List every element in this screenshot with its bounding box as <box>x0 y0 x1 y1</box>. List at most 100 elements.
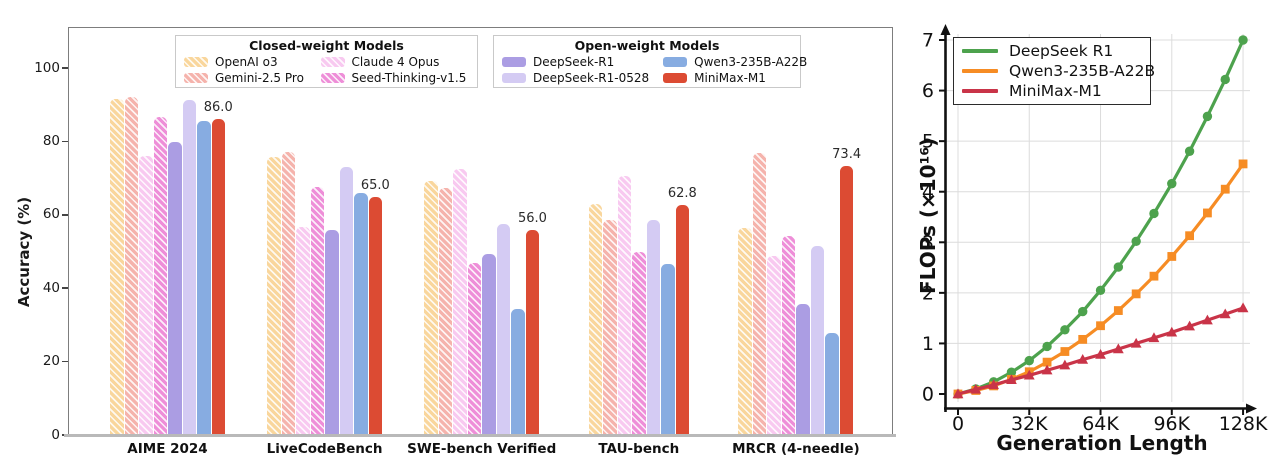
legend-label: Claude 4 Opus <box>351 55 440 69</box>
legend-label: Qwen3-235B-A22B <box>1009 62 1156 80</box>
legend-title: Closed-weight Models <box>249 38 404 53</box>
bar-deepseek-r1 <box>482 254 496 435</box>
swatch-icon <box>502 56 526 68</box>
circle-marker <box>1184 146 1195 156</box>
triangle-marker <box>1202 314 1213 325</box>
circle-marker <box>1042 341 1052 352</box>
circle-marker <box>1006 367 1017 377</box>
triangle-marker <box>1237 302 1249 313</box>
legend-label: MiniMax-M1 <box>1009 82 1102 100</box>
triangle-marker <box>952 388 964 399</box>
y-tick-label: 60 <box>42 206 60 223</box>
triangle-marker <box>1041 364 1053 375</box>
legend-label: OpenAI o3 <box>215 55 278 69</box>
triangle-marker <box>1006 374 1017 385</box>
line-swatch-icon <box>962 49 998 53</box>
legend-item-gemini: Gemini-2.5 Pro <box>184 70 307 86</box>
bar-deepseek-r1-0528 <box>646 219 661 435</box>
square-marker <box>1113 306 1123 315</box>
legend-label: Qwen3-235B-A22B <box>694 55 808 69</box>
bar-claude-4-opus <box>767 255 781 435</box>
x-axis-baseline <box>64 433 896 438</box>
legend-item-openai-o3: OpenAI o3 <box>184 54 307 70</box>
circle-marker <box>1220 74 1230 85</box>
x-tick-label: 0 <box>952 413 964 435</box>
legend-item-minimax-m1: MiniMax-M1 <box>663 70 807 86</box>
y-axis-title: FLOPs (×10¹⁶) <box>916 137 940 294</box>
bar-qwen3-235b-a22b <box>511 308 525 435</box>
swatch-icon <box>184 56 208 68</box>
benchmark-bar-chart: 86.0 65.0 56.0 62.8 73.4 0 20 40 60 80 100 Accura… <box>15 27 896 457</box>
swatch-icon <box>663 72 688 84</box>
bar-minimax-m1 <box>675 204 690 435</box>
legend-item-deepseek-r1: DeepSeek-R1 <box>502 54 649 70</box>
bar-claude-4-opus <box>453 168 467 435</box>
bar-claude-4-opus <box>617 176 632 435</box>
bar-deepseek-r1-0528 <box>496 223 511 435</box>
legend-title: Open-weight Models <box>574 38 720 53</box>
legend-closed-weight: Closed-weight Models OpenAI o3 Gemini-2.… <box>175 35 478 88</box>
triangle-marker <box>1023 369 1035 380</box>
bar-value-label: 62.8 <box>667 185 697 201</box>
triangle-marker <box>1059 359 1071 370</box>
legend-item-deepseek-r1-0528: DeepSeek-R1-0528 <box>502 70 649 86</box>
y-tick-label: 5 <box>922 131 934 153</box>
x-tick-label: 32K <box>1011 413 1048 435</box>
swatch-icon <box>320 72 345 84</box>
bar-openai-o3 <box>424 181 438 435</box>
bar-deepseek-r1 <box>796 303 810 435</box>
swatch-icon <box>320 56 345 68</box>
y-axis-title: Accuracy (%) <box>15 196 33 308</box>
bar-qwen3-235b-a22b <box>354 193 368 435</box>
y-tick-label: 20 <box>42 353 60 370</box>
category-label: MRCR (4-needle) <box>732 441 860 457</box>
triangle-marker <box>1077 354 1089 364</box>
bar-value-label: 56.0 <box>517 210 547 226</box>
circle-marker <box>1167 178 1177 189</box>
bar-value-label: 65.0 <box>360 177 390 193</box>
swatch-icon <box>663 56 688 68</box>
square-marker <box>1078 334 1088 344</box>
y-tick-label: 2 <box>922 282 934 304</box>
square-marker <box>1131 289 1141 299</box>
legend-item-qwen3: Qwen3-235B-A22B <box>962 62 1155 80</box>
bar-claude-4-opus <box>139 156 153 435</box>
line-plot-svg: 0 1 2 3 4 5 6 7 0 32K 64K 96K 128K <box>922 24 1268 435</box>
y-tick-label: 3 <box>922 232 934 254</box>
triangle-marker <box>1184 320 1196 331</box>
circle-marker <box>1131 236 1141 246</box>
triangle-marker <box>1166 326 1178 337</box>
square-marker <box>1203 208 1212 218</box>
y-axis-arrow-icon <box>940 24 951 35</box>
square-marker <box>1185 231 1195 241</box>
bar-deepseek-r1-0528 <box>339 166 354 435</box>
square-marker <box>1220 184 1230 194</box>
legend-item-qwen3: Qwen3-235B-A22B <box>663 54 807 70</box>
bar-qwen3-235b-a22b <box>197 120 211 435</box>
circle-marker <box>1238 35 1248 45</box>
triangle-marker <box>988 379 1000 390</box>
flops-line-chart: 0 1 2 3 4 5 6 7 0 32K 64K 96K 128K FLOPs (×10¹⁶) Gen… <box>900 0 1280 473</box>
square-marker <box>1238 159 1248 169</box>
x-tick-label: 96K <box>1153 413 1190 435</box>
y-tick-mark <box>62 287 68 289</box>
triangle-marker <box>1130 337 1142 348</box>
category-label: TAU-bench <box>598 441 680 457</box>
bar-deepseek-r1-0528 <box>810 246 825 435</box>
bar-qwen3-235b-a22b <box>661 263 675 435</box>
y-tick-mark <box>62 360 68 363</box>
bar-minimax-m1 <box>211 119 225 435</box>
line-swatch-icon <box>962 89 998 93</box>
y-tick-label: 7 <box>922 30 934 52</box>
swatch-icon <box>502 72 526 84</box>
triangle-marker <box>970 383 982 394</box>
y-tick-label: 0 <box>922 384 934 406</box>
legend-label: DeepSeek-R1-0528 <box>533 71 650 85</box>
legend-label: MiniMax-M1 <box>694 71 766 85</box>
y-tick-mark <box>62 67 68 69</box>
y-tick-label: 40 <box>42 279 60 296</box>
bar-deepseek-r1-0528 <box>182 99 196 435</box>
line-swatch-icon <box>962 69 998 73</box>
circle-marker <box>1202 111 1213 122</box>
bar-qwen3-235b-a22b <box>825 333 839 435</box>
